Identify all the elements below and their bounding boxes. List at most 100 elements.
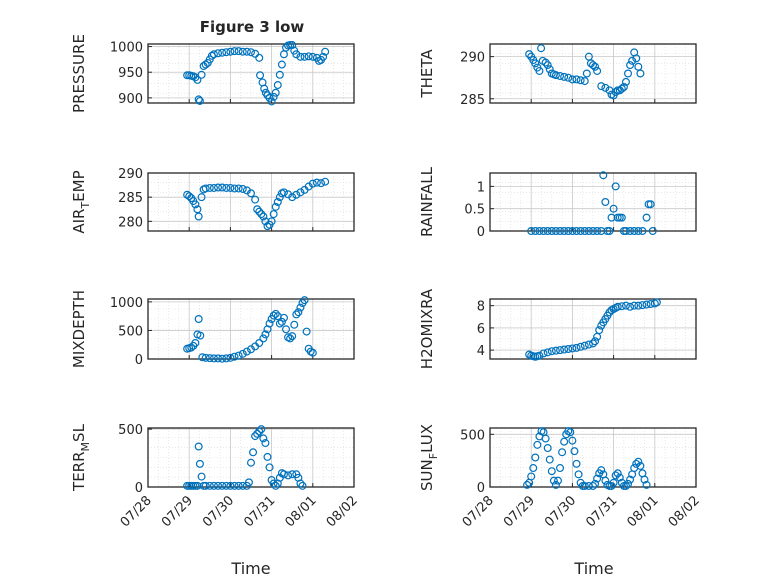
data-point <box>288 332 297 341</box>
data-point <box>201 481 210 490</box>
data-point <box>255 53 264 62</box>
data-point <box>617 84 626 93</box>
data-point <box>634 62 643 71</box>
data-point <box>601 198 610 207</box>
data-point <box>638 301 647 310</box>
data-point <box>296 479 305 488</box>
data-point <box>279 188 288 197</box>
data-point <box>251 432 260 441</box>
data-point <box>547 467 556 476</box>
data-point <box>214 183 223 192</box>
data-point <box>568 227 577 236</box>
data-point <box>296 303 305 312</box>
data-point <box>584 227 593 236</box>
data-point <box>580 481 589 490</box>
y-tick-label: 500 <box>118 423 143 438</box>
data-point <box>634 457 643 466</box>
y-tick-label: 500 <box>460 428 485 443</box>
data-point <box>261 330 270 339</box>
panel-h2omixra: 4 6 8 H2OMIXRA <box>418 288 697 369</box>
data-point <box>253 429 262 438</box>
data-point <box>222 354 231 363</box>
data-point <box>634 227 643 236</box>
data-point <box>539 349 548 358</box>
data-point <box>222 48 231 57</box>
data-point <box>617 302 626 311</box>
panel-air-temp: 280 285 290 AIRTEMP <box>70 167 355 234</box>
data-point <box>279 313 288 322</box>
data-point <box>321 177 330 186</box>
data-point <box>574 470 583 479</box>
x-axis-label-right: Time <box>573 559 613 578</box>
y-tick-label: 285 <box>460 93 485 108</box>
data-point <box>545 65 554 74</box>
data-point <box>580 77 589 86</box>
y-axis-label-terrmsl: TERRMSL <box>70 423 92 492</box>
data-point <box>527 227 536 236</box>
data-point <box>543 444 552 453</box>
data-point <box>601 83 610 92</box>
data-point <box>591 337 600 346</box>
data-point <box>194 212 203 221</box>
x-tick-label: 07/31 <box>583 493 620 530</box>
x-tick-label: 07/30 <box>200 493 237 530</box>
y-tick-label: 1000 <box>110 296 143 311</box>
data-point <box>187 343 196 352</box>
y-axis-label-pressure: PRESSURE <box>70 34 88 113</box>
data-point <box>271 88 280 97</box>
data-point <box>300 52 309 61</box>
data-point <box>619 82 628 91</box>
data-point <box>198 353 207 362</box>
data-point <box>273 81 282 90</box>
y-tick-label: 6 <box>477 322 485 337</box>
data-point <box>234 351 243 360</box>
data-point <box>572 343 581 352</box>
data-point <box>193 205 202 214</box>
data-point <box>547 227 556 236</box>
panel-terrmsl: 0 500 07/28 07/29 07/30 07/31 08/01 08/02 TERRMS… <box>70 423 361 530</box>
data-point <box>247 48 256 57</box>
y-tick-label: 290 <box>118 167 143 182</box>
data-point <box>238 47 247 56</box>
y-tick-label: 0.5 <box>464 203 485 218</box>
data-point <box>535 66 544 75</box>
y-tick-label: 1000 <box>110 41 143 56</box>
data-point <box>209 50 218 59</box>
data-point <box>279 470 288 479</box>
data-point <box>568 436 577 445</box>
data-point <box>265 463 274 472</box>
x-tick-label: 08/02 <box>324 493 361 530</box>
data-point <box>539 227 548 236</box>
data-point <box>286 334 295 343</box>
data-point <box>593 474 602 483</box>
data-point <box>615 473 624 482</box>
data-point <box>269 479 278 488</box>
data-point <box>638 227 647 236</box>
data-point <box>230 47 239 56</box>
data-point <box>568 75 577 84</box>
data-point <box>269 311 278 320</box>
data-point <box>560 72 569 81</box>
data-point <box>640 475 649 484</box>
data-point <box>218 481 227 490</box>
data-point <box>257 210 266 219</box>
data-point <box>197 193 206 202</box>
data-point <box>558 448 567 457</box>
data-point <box>588 339 597 348</box>
data-point <box>205 354 214 363</box>
data-point <box>525 50 534 59</box>
x-tick-label: 07/29 <box>501 493 538 530</box>
data-point <box>226 481 235 490</box>
data-point <box>260 84 269 93</box>
y-axis-label-mixdepth: MIXDEPTH <box>70 290 88 368</box>
data-point <box>194 95 203 104</box>
data-point <box>584 340 593 349</box>
data-point <box>259 212 268 221</box>
data-point <box>302 327 311 336</box>
data-point <box>218 183 227 192</box>
data-point <box>551 480 560 489</box>
data-point <box>588 61 597 70</box>
data-point <box>613 302 622 311</box>
data-point <box>251 49 260 58</box>
x-tick-label: 07/29 <box>159 493 196 530</box>
